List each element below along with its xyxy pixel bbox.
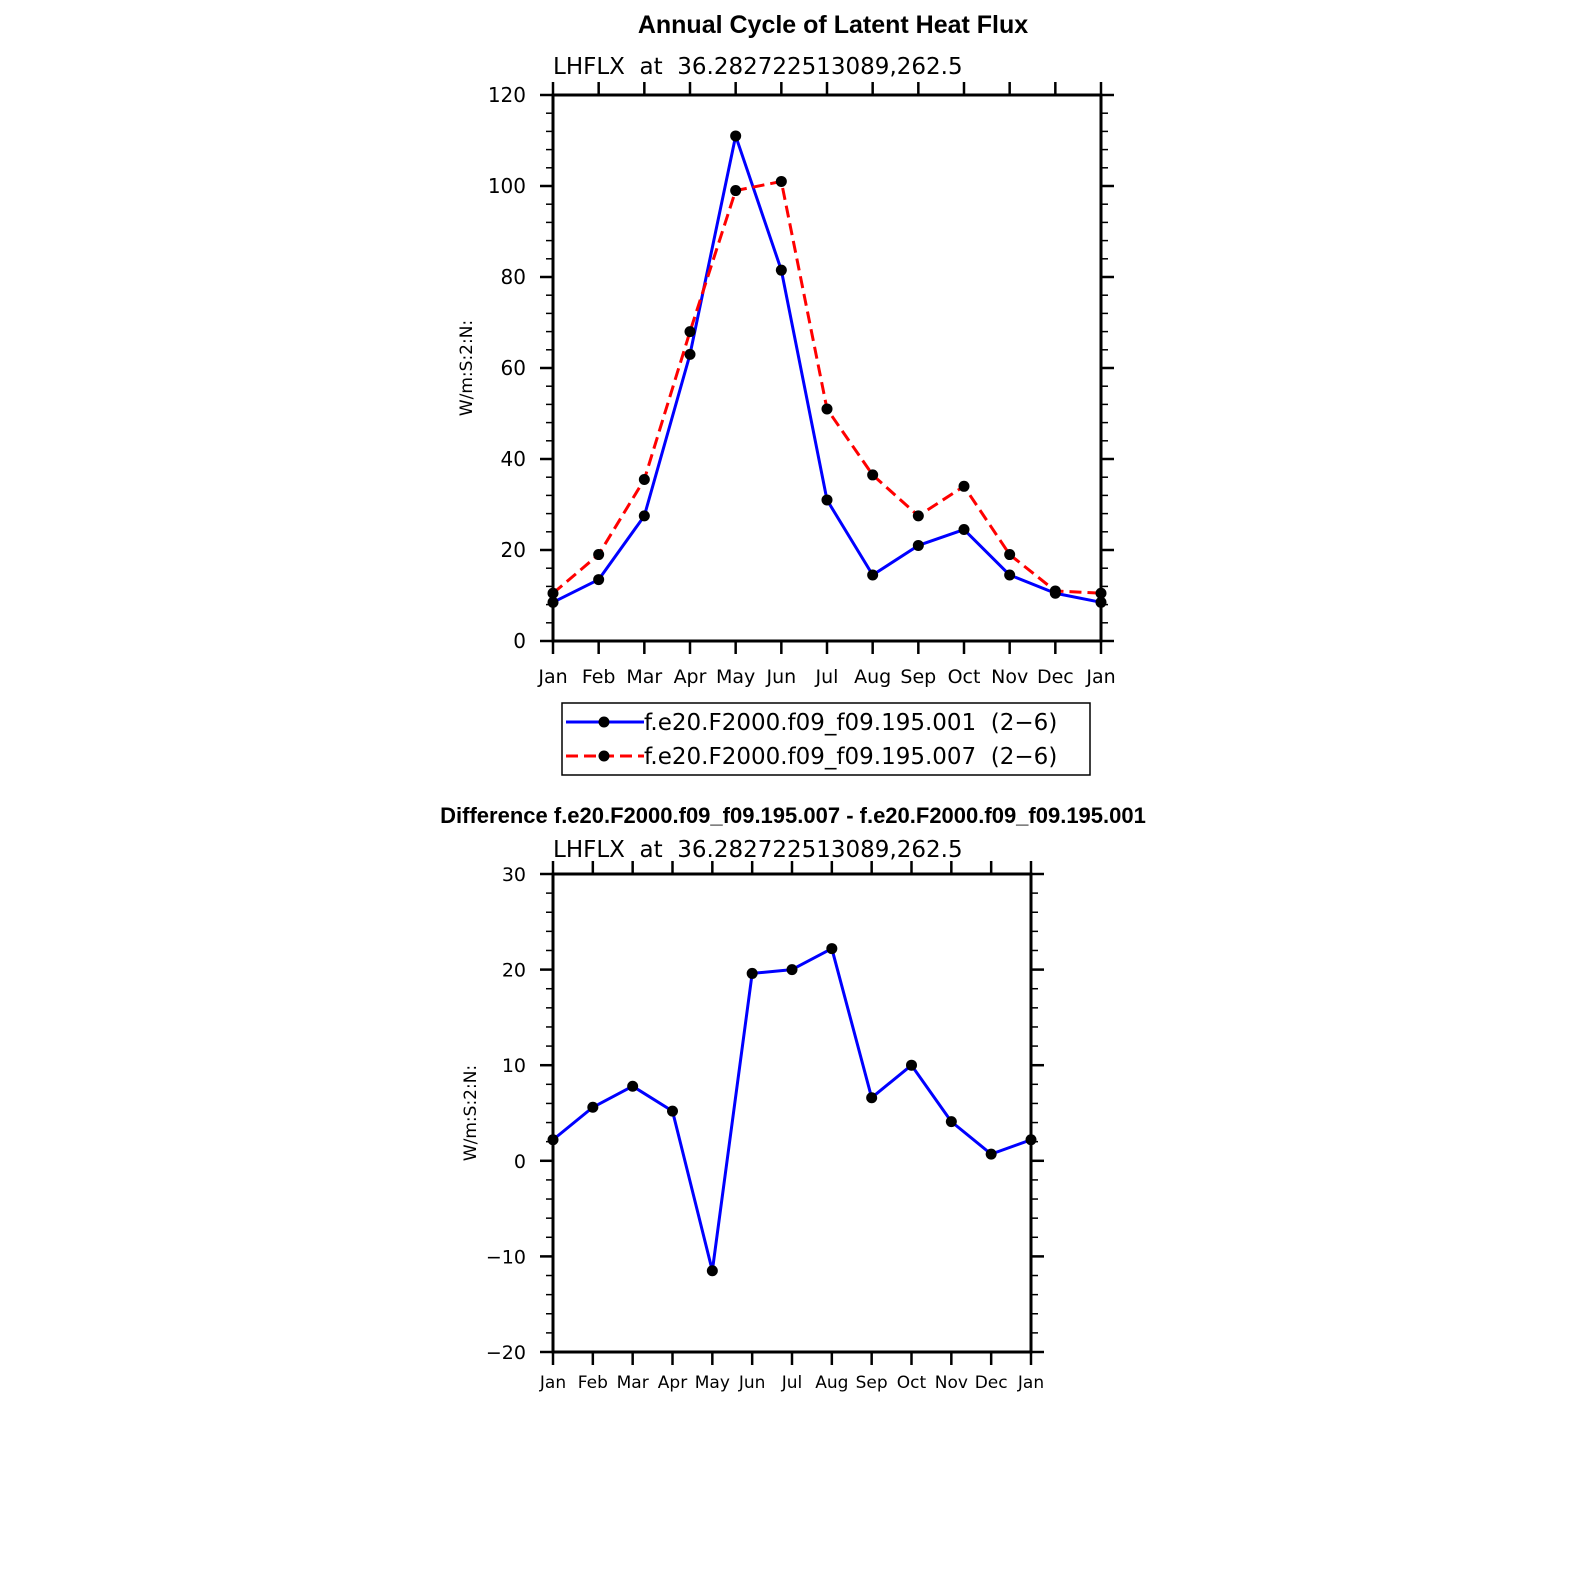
y-tick-label: −10: [486, 1246, 526, 1268]
legend-label: f.e20.F2000.f09_f09.195.007 (2−6): [644, 744, 1057, 770]
data-point: [1095, 587, 1107, 599]
x-tick-label: May: [716, 666, 755, 688]
data-point: [667, 1105, 678, 1117]
x-tick-label: Aug: [815, 1373, 848, 1393]
data-point: [912, 510, 924, 522]
legend-marker: [598, 716, 610, 728]
data-point: [1025, 1134, 1037, 1146]
x-tick-label: Sep: [856, 1373, 888, 1393]
data-point: [867, 569, 879, 581]
data-point: [587, 1101, 599, 1113]
data-point: [912, 539, 924, 551]
data-point: [547, 587, 559, 599]
data-point: [775, 264, 787, 276]
data-point: [945, 1116, 957, 1128]
y-axis-label: W/m:S:2:N:: [461, 1065, 481, 1161]
data-point: [906, 1059, 917, 1071]
data-point: [1004, 569, 1016, 581]
x-tick-label: Jul: [781, 1373, 803, 1393]
chart-title: Difference f.e20.F2000.f09_f09.195.007 -…: [440, 803, 1146, 828]
series-line: [552, 179, 1102, 595]
plot-frame: [551, 872, 1033, 1354]
x-tick-label: Jan: [539, 1373, 566, 1393]
top-chart-annual-cycle: Annual Cycle of Latent Heat Flux LHFLX a…: [457, 11, 1116, 776]
x-tick-label: Mar: [626, 666, 662, 688]
data-point: [593, 549, 605, 561]
x-tick-label: Apr: [674, 666, 707, 688]
x-tick-label: Sep: [900, 666, 936, 688]
data-point: [958, 480, 970, 492]
data-point: [821, 494, 833, 506]
data-point: [786, 964, 798, 976]
x-tick-label: Nov: [991, 666, 1028, 688]
data-point: [867, 469, 879, 481]
data-point: [1049, 585, 1061, 597]
x-tick-label: Dec: [975, 1373, 1008, 1393]
y-tick-label: 0: [514, 1151, 526, 1173]
x-tick-label: Mar: [617, 1373, 649, 1393]
x-tick-label: Dec: [1037, 666, 1074, 688]
y-tick-label: 20: [502, 960, 526, 982]
data-point: [547, 596, 559, 608]
series-line: [552, 134, 1102, 604]
legend-box: [561, 702, 1091, 776]
data-point: [730, 130, 742, 142]
y-tick-label: 80: [501, 265, 526, 289]
legend-marker: [598, 750, 610, 762]
data-point: [547, 1134, 559, 1146]
x-tick-label: Jun: [738, 1373, 766, 1393]
data-point: [638, 473, 650, 485]
data-point: [684, 326, 696, 338]
y-tick-label: 60: [501, 356, 526, 380]
series-line: [552, 947, 1032, 1273]
x-tick-label: Apr: [658, 1373, 687, 1393]
y-tick-label: 100: [488, 174, 526, 198]
x-tick-label: Jan: [1085, 666, 1115, 688]
data-point: [985, 1148, 997, 1160]
data-point: [958, 524, 970, 536]
y-tick-label: 0: [513, 629, 526, 653]
data-point: [638, 510, 650, 522]
x-tick-label: Feb: [578, 1373, 608, 1393]
y-tick-label: 20: [501, 538, 526, 562]
x-tick-label: Nov: [935, 1373, 968, 1393]
x-tick-label: Jun: [765, 666, 796, 688]
x-tick-label: Jan: [537, 666, 567, 688]
x-tick-label: Jan: [1017, 1373, 1044, 1393]
x-tick-label: Aug: [854, 666, 891, 688]
data-point: [730, 185, 742, 197]
x-tick-label: May: [695, 1373, 730, 1393]
data-point: [706, 1265, 718, 1277]
bottom-chart-difference: Difference f.e20.F2000.f09_f09.195.007 -…: [440, 803, 1146, 1393]
x-tick-label: Oct: [948, 666, 981, 688]
y-tick-label: −20: [486, 1342, 526, 1364]
data-point: [746, 967, 758, 979]
data-point: [1095, 596, 1107, 608]
legend-label: f.e20.F2000.f09_f09.195.001 (2−6): [644, 710, 1057, 736]
data-point: [775, 175, 787, 187]
x-tick-label: Oct: [897, 1373, 927, 1393]
y-axis-label: W/m:S:2:N:: [457, 320, 477, 416]
y-tick-label: 40: [501, 447, 526, 471]
y-tick-label: 30: [502, 864, 526, 886]
x-tick-label: Feb: [582, 666, 616, 688]
y-tick-label: 10: [502, 1055, 526, 1077]
y-tick-label: 120: [488, 83, 526, 107]
data-point: [1004, 549, 1016, 561]
x-tick-label: Jul: [815, 666, 839, 688]
legend: f.e20.F2000.f09_f09.195.001 (2−6) f.e20.F…: [561, 702, 1091, 776]
plot-frame: [551, 93, 1103, 643]
data-point: [684, 348, 696, 360]
chart-title: Annual Cycle of Latent Heat Flux: [638, 11, 1028, 39]
data-point: [821, 403, 833, 415]
chart-subtitle: LHFLX at 36.282722513089,262.5: [553, 54, 963, 80]
data-point: [826, 943, 838, 955]
data-point: [866, 1092, 878, 1104]
chart-subtitle: LHFLX at 36.282722513089,262.5: [553, 837, 963, 863]
data-point: [593, 574, 605, 586]
data-point: [627, 1080, 639, 1092]
